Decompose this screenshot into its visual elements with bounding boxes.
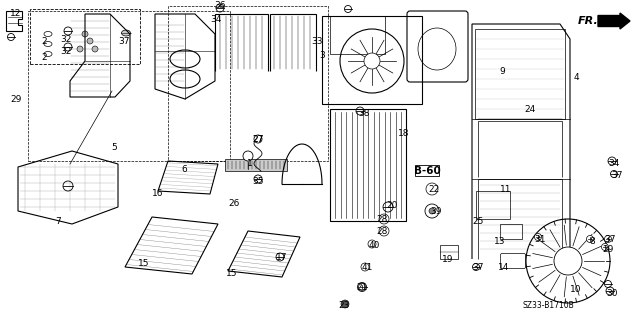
Text: 33: 33 bbox=[311, 38, 323, 47]
Bar bbox=[168, 6, 328, 161]
Text: 27: 27 bbox=[252, 135, 264, 144]
Bar bbox=[322, 16, 422, 104]
Circle shape bbox=[358, 284, 365, 291]
Circle shape bbox=[429, 208, 435, 214]
Text: 14: 14 bbox=[499, 263, 509, 271]
Text: 13: 13 bbox=[494, 236, 506, 246]
Text: 35: 35 bbox=[252, 176, 264, 186]
Text: 19: 19 bbox=[442, 255, 454, 263]
Text: 7: 7 bbox=[55, 217, 61, 226]
Text: 24: 24 bbox=[524, 105, 536, 114]
Text: 37: 37 bbox=[118, 38, 130, 47]
Text: 28: 28 bbox=[376, 214, 388, 224]
Circle shape bbox=[341, 300, 349, 308]
Text: 30: 30 bbox=[606, 288, 618, 298]
Bar bbox=[440, 245, 458, 259]
Circle shape bbox=[82, 31, 88, 37]
Bar bbox=[330, 109, 406, 221]
Bar bbox=[30, 9, 140, 64]
Circle shape bbox=[586, 235, 593, 242]
Text: 34: 34 bbox=[608, 160, 620, 168]
Bar bbox=[415, 165, 439, 176]
Text: 34: 34 bbox=[211, 14, 221, 24]
Text: 3: 3 bbox=[319, 50, 325, 60]
Text: 32: 32 bbox=[60, 48, 72, 56]
Circle shape bbox=[534, 234, 541, 241]
FancyArrow shape bbox=[598, 13, 630, 29]
Circle shape bbox=[602, 243, 609, 250]
Text: 21: 21 bbox=[356, 283, 368, 292]
Circle shape bbox=[243, 151, 253, 161]
Text: 37: 37 bbox=[604, 234, 616, 243]
Text: 8: 8 bbox=[589, 236, 595, 246]
Text: 41: 41 bbox=[362, 263, 372, 271]
Text: 18: 18 bbox=[398, 130, 410, 138]
Text: 22: 22 bbox=[428, 184, 440, 194]
Text: 11: 11 bbox=[500, 184, 512, 194]
Text: 40: 40 bbox=[368, 241, 380, 249]
Bar bbox=[225, 159, 287, 171]
Text: 5: 5 bbox=[111, 143, 117, 152]
Text: 37: 37 bbox=[472, 263, 484, 271]
Ellipse shape bbox=[122, 30, 131, 36]
Text: 29: 29 bbox=[10, 94, 22, 103]
Text: 23: 23 bbox=[339, 301, 349, 310]
Text: 9: 9 bbox=[499, 66, 505, 76]
Text: 32: 32 bbox=[60, 34, 72, 43]
Text: SZ33-B1710B: SZ33-B1710B bbox=[522, 300, 574, 309]
Circle shape bbox=[554, 247, 582, 275]
Text: 36: 36 bbox=[214, 2, 226, 11]
Text: 25: 25 bbox=[472, 217, 484, 226]
Text: 2: 2 bbox=[41, 38, 47, 47]
Text: 15: 15 bbox=[227, 269, 237, 278]
Bar bbox=[330, 16, 385, 54]
Text: 1: 1 bbox=[247, 159, 253, 167]
Text: 31: 31 bbox=[534, 234, 546, 243]
Text: 26: 26 bbox=[228, 198, 240, 207]
Circle shape bbox=[364, 53, 380, 69]
Text: 28: 28 bbox=[376, 226, 388, 235]
Circle shape bbox=[87, 38, 93, 44]
Text: 12: 12 bbox=[10, 10, 22, 19]
Text: 29: 29 bbox=[602, 244, 614, 254]
Circle shape bbox=[254, 135, 262, 143]
Text: 27: 27 bbox=[252, 135, 264, 144]
Text: FR.: FR. bbox=[578, 16, 599, 26]
Text: B-60: B-60 bbox=[413, 166, 440, 176]
Text: 2: 2 bbox=[41, 53, 47, 62]
Text: 15: 15 bbox=[138, 259, 150, 269]
Circle shape bbox=[92, 46, 98, 52]
Text: 39: 39 bbox=[430, 206, 442, 216]
Circle shape bbox=[77, 46, 83, 52]
Text: 37: 37 bbox=[611, 172, 623, 181]
Bar bbox=[475, 29, 565, 119]
Text: 20: 20 bbox=[387, 202, 397, 211]
Text: 10: 10 bbox=[570, 285, 582, 293]
Text: 4: 4 bbox=[573, 72, 579, 81]
Bar bbox=[28, 11, 230, 161]
Text: 6: 6 bbox=[181, 165, 187, 174]
Text: 16: 16 bbox=[152, 189, 164, 197]
Text: 38: 38 bbox=[358, 109, 370, 118]
Circle shape bbox=[605, 235, 611, 242]
Text: 17: 17 bbox=[276, 253, 288, 262]
